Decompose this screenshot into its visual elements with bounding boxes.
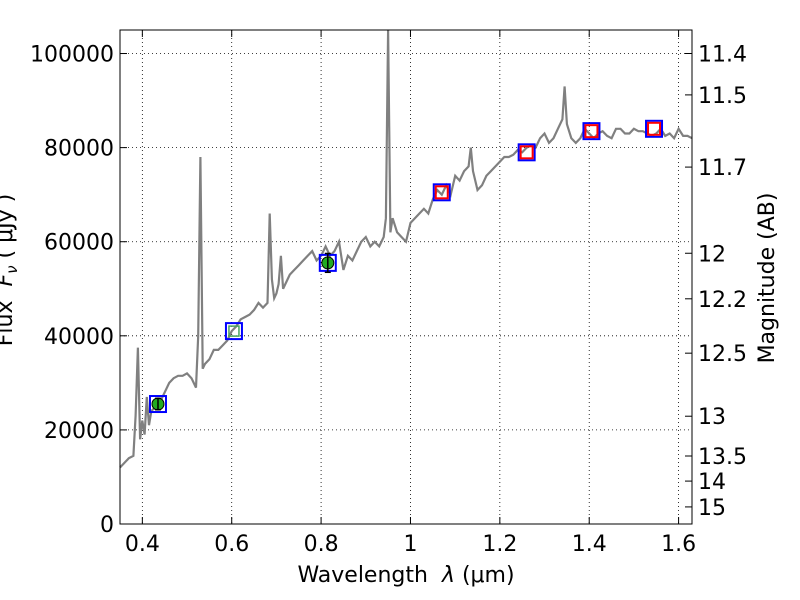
y2-tick-label: 11.5 [698,84,747,109]
axis-ticks [120,30,692,525]
markers [148,119,664,414]
y2-tick-label: 15 [698,496,726,521]
x-tick-label: 0.6 [214,532,249,557]
y-tick-label: 60000 [44,231,114,256]
x-axis-label: Wavelength λ (μm) [297,563,514,588]
y2-tick-label: 13.5 [698,445,747,470]
x-tick-labels: 0.4 0.6 0.8 1 1.2 1.4 1.6 [125,532,696,557]
model-box-marker [645,119,664,138]
x-tick-label: 1 [403,532,417,557]
y2-axis-label: Magnitude (AB) [755,193,780,364]
y-tick-label: 0 [100,513,114,538]
y-axis-label: Flux Fν ( μJy ) [0,194,21,346]
model-box-marker [517,143,536,162]
y2-tick-label: 11.4 [698,42,747,67]
model-box-marker [224,322,243,341]
model-box-marker [432,183,451,202]
model-box-marker [519,145,534,160]
y-tick-label: 80000 [44,137,114,162]
y2-tick-label: 14 [698,470,726,495]
y2-tick-label: 12 [698,242,726,267]
y2-tick-label: 12.5 [698,342,747,367]
x-tick-label: 1.2 [482,532,517,557]
plot-area [119,29,693,469]
model-box-marker [647,121,662,136]
y-tick-label: 100000 [30,43,114,68]
model-box-marker [582,122,601,141]
model-box-marker [434,185,449,200]
y-tick-labels: 0 20000 40000 60000 80000 100000 [30,43,114,538]
y2-tick-label: 13 [698,405,726,430]
plot-frame [119,29,693,525]
x-tick-label: 1.6 [661,532,696,557]
y2-tick-label: 11.7 [698,156,747,181]
y-tick-label: 40000 [44,325,114,350]
x-tick-label: 1.4 [572,532,607,557]
x-tick-label: 0.8 [304,532,339,557]
y2-tick-label: 12.2 [698,288,747,313]
y-tick-label: 20000 [44,419,114,444]
x-tick-label: 0.4 [125,532,160,557]
spectrum-line [119,29,693,469]
model-flux-marker [228,325,240,337]
model-box-marker [584,124,599,139]
grid-lines [120,30,692,525]
model-box-marker [148,395,167,414]
